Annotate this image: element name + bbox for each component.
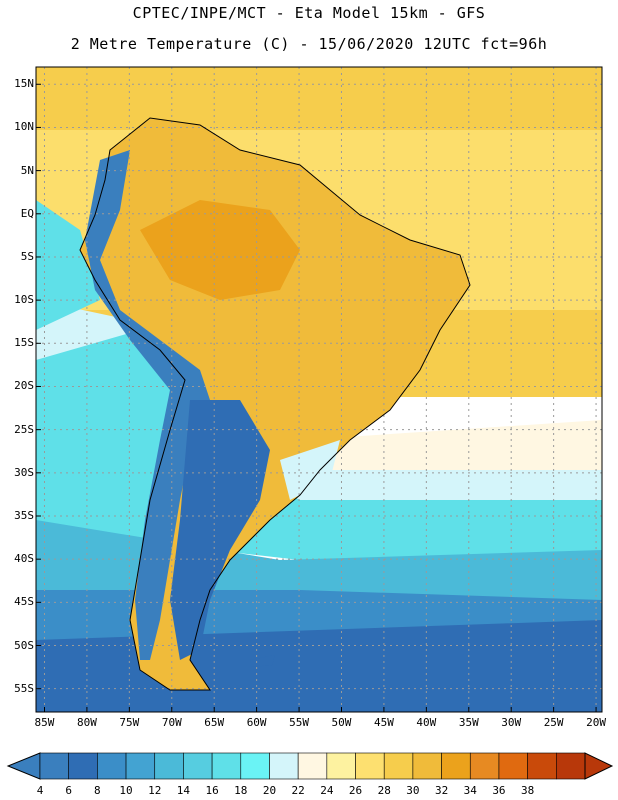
lat-tick-label: 45S bbox=[14, 595, 34, 609]
colorbar-swatch bbox=[68, 752, 98, 780]
colorbar-label: 20 bbox=[262, 784, 277, 797]
colorbar-swatch bbox=[183, 752, 213, 780]
colorbar-label: 32 bbox=[434, 784, 449, 797]
lon-tick-label: 70W bbox=[161, 716, 182, 729]
lon-tick-label: 35W bbox=[458, 716, 479, 729]
lon-tick-label: 40W bbox=[416, 716, 437, 729]
lat-tick-label: 30S bbox=[14, 465, 34, 479]
map-title: CPTEC/INPE/MCT - Eta Model 15km - GFS bbox=[132, 4, 486, 22]
lat-tick-label: 15S bbox=[14, 336, 34, 350]
lon-tick-label: 45W bbox=[373, 716, 394, 729]
colorbar-label: 4 bbox=[36, 784, 44, 797]
amazon-warm-zone bbox=[140, 200, 300, 300]
lat-tick-label: 15N bbox=[14, 77, 34, 91]
lon-tick-label: 75W bbox=[119, 716, 140, 729]
colorbar-swatch bbox=[527, 752, 557, 780]
lat-tick-label: 25S bbox=[14, 422, 34, 436]
colorbar-label: 6 bbox=[65, 784, 72, 797]
lon-tick-label: 50W bbox=[331, 716, 352, 729]
colorbar-label: 22 bbox=[291, 784, 305, 797]
colorbar-arrow-right bbox=[584, 752, 614, 780]
lat-tick-label: 10S bbox=[14, 293, 34, 307]
colorbar-label: 10 bbox=[119, 784, 133, 797]
colorbar-swatch bbox=[556, 752, 586, 780]
colorbar-swatch bbox=[97, 752, 127, 780]
lon-tick-label: 55W bbox=[289, 716, 309, 729]
colorbar-swatch bbox=[154, 752, 184, 780]
colorbar-label: 14 bbox=[176, 784, 191, 797]
colorbar-label: 38 bbox=[521, 784, 535, 797]
colorbar-swatch bbox=[269, 752, 299, 780]
colorbar-swatch bbox=[441, 752, 471, 780]
colorbar-swatch bbox=[412, 752, 442, 780]
lat-tick-label: 50S bbox=[14, 638, 34, 652]
lat-tick-label: 55S bbox=[14, 681, 34, 695]
lon-tick-label: 25W bbox=[543, 716, 564, 729]
colorbar-swatch bbox=[39, 752, 69, 780]
lon-tick-label: 80W bbox=[76, 716, 97, 729]
lon-tick-label: 20W bbox=[586, 716, 606, 729]
coordinate-grid bbox=[36, 67, 602, 712]
colorbar-swatch bbox=[211, 752, 242, 780]
colorbar-swatch bbox=[326, 752, 356, 780]
latitude-ticks bbox=[36, 83, 41, 690]
colorbar-swatch bbox=[383, 752, 414, 780]
patagonia-cold-zone bbox=[170, 400, 270, 660]
colorbar-label: 26 bbox=[348, 784, 363, 797]
colorbar-swatch bbox=[469, 752, 500, 780]
lat-tick-label: 10N bbox=[14, 120, 34, 134]
colorbar-label: 30 bbox=[406, 784, 420, 797]
colorbar-swatch bbox=[240, 752, 270, 780]
map-border bbox=[35, 66, 603, 713]
andes-cold-zone bbox=[85, 150, 210, 660]
colorbar-label: 36 bbox=[492, 784, 506, 797]
colorbar-swatch bbox=[125, 752, 156, 780]
falkland-islands bbox=[250, 655, 275, 667]
lon-tick-label: 85W bbox=[34, 716, 55, 729]
colorbar-label: 34 bbox=[463, 784, 477, 797]
colorbar-label: 12 bbox=[148, 784, 162, 797]
colorbar-swatch bbox=[498, 752, 528, 780]
lon-tick-label: 30W bbox=[501, 716, 522, 729]
longitude-ticks bbox=[43, 707, 597, 712]
map-field bbox=[36, 67, 602, 712]
map-subtitle: 2 Metre Temperature (C) - 15/06/2020 12U… bbox=[70, 35, 548, 53]
lat-tick-label: 5S bbox=[20, 249, 34, 263]
colorbar bbox=[6, 752, 614, 780]
south-brazil-cool-zone bbox=[280, 440, 340, 500]
lat-tick-label: 35S bbox=[14, 508, 34, 522]
coastline bbox=[79, 117, 471, 691]
colorbar-swatch bbox=[297, 752, 328, 780]
colorbar-label: 18 bbox=[234, 784, 248, 797]
colorbar-swatch bbox=[355, 752, 385, 780]
lat-tick-label: 20S bbox=[14, 379, 34, 393]
lon-tick-label: 65W bbox=[204, 716, 225, 729]
colorbar-label: 28 bbox=[377, 784, 391, 797]
colorbar-label: 16 bbox=[205, 784, 219, 797]
lon-tick-label: 60W bbox=[246, 716, 267, 729]
lat-tick-label: 40S bbox=[14, 552, 34, 566]
lat-tick-label: EQ bbox=[20, 206, 34, 220]
lat-tick-label: 5N bbox=[20, 163, 34, 177]
colorbar-arrow-left bbox=[6, 752, 41, 780]
colorbar-label: 24 bbox=[320, 784, 334, 797]
colorbar-label: 8 bbox=[94, 784, 101, 797]
